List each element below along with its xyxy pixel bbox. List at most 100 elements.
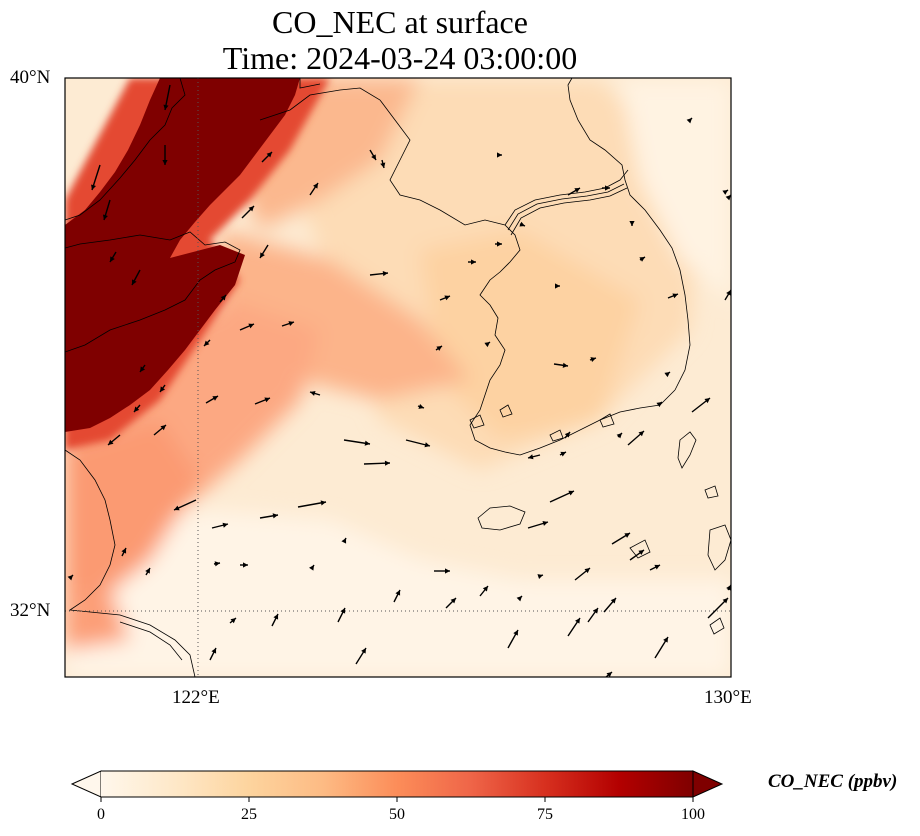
wind-arrow — [309, 390, 321, 396]
wind-vectors — [67, 84, 731, 677]
wind-arrow — [259, 513, 279, 519]
wind-arrow — [707, 597, 729, 619]
wind-arrow — [159, 384, 166, 393]
wind-arrow — [468, 259, 476, 265]
wind-arrow — [527, 454, 541, 460]
wind-arrow — [297, 500, 327, 508]
wind-arrow — [67, 574, 74, 581]
wind-arrow — [241, 205, 255, 219]
wind-arrow — [405, 439, 431, 448]
wind-arrow — [343, 439, 371, 446]
wind-arrow — [369, 270, 389, 277]
map-frame — [64, 77, 732, 678]
wind-arrow — [686, 117, 693, 124]
wind-arrow — [627, 430, 645, 446]
wind-arrow — [553, 362, 569, 368]
wind-arrow — [435, 345, 443, 351]
wind-arrow — [567, 617, 581, 637]
wind-arrow — [393, 589, 401, 603]
wind-arrow — [162, 145, 168, 165]
wind-arrow — [507, 629, 519, 649]
wind-arrow — [616, 432, 623, 439]
wind-arrow — [239, 323, 255, 331]
wind-arrow — [434, 568, 450, 574]
wind-arrow — [139, 364, 146, 373]
colorbar — [70, 770, 724, 802]
colorbar-tick-50: 50 — [389, 806, 405, 823]
wind-arrow — [309, 564, 315, 571]
colorbar-min-extend — [70, 770, 102, 798]
coastlines — [65, 78, 731, 677]
wind-arrow — [649, 564, 661, 571]
wind-arrow — [516, 595, 523, 602]
wind-arrow — [209, 647, 217, 661]
wind-arrow — [667, 293, 679, 299]
wind-arrow — [629, 549, 645, 561]
wind-arrow — [497, 152, 502, 158]
wind-arrow — [722, 189, 729, 195]
wind-arrow — [153, 424, 167, 436]
wind-arrow — [109, 251, 117, 263]
wind-arrow — [439, 295, 451, 301]
wind-arrow — [91, 164, 101, 191]
wind-arrow — [639, 256, 646, 262]
wind-arrow — [261, 151, 273, 163]
wind-arrow — [363, 460, 391, 466]
wind-arrow — [341, 537, 347, 544]
wind-arrow — [484, 341, 491, 348]
wind-arrow — [259, 244, 269, 259]
colorbar-gradient — [101, 771, 693, 797]
map-title: CO_NEC at surface — [272, 4, 528, 40]
wind-arrow — [479, 585, 489, 597]
wind-arrow — [213, 561, 221, 567]
wind-arrow — [611, 532, 631, 545]
wind-arrow — [567, 187, 581, 196]
wind-arrow — [664, 371, 671, 378]
colorbar-tick-100: 100 — [681, 806, 705, 823]
wind-arrow — [656, 401, 663, 408]
lon-label-130e: 130°E — [704, 687, 752, 708]
wind-arrow — [564, 431, 571, 439]
wind-arrow — [602, 185, 610, 191]
wind-arrow — [589, 357, 597, 363]
wind-arrow — [121, 547, 127, 557]
wind-arrow — [559, 451, 567, 457]
wind-arrow — [654, 636, 669, 659]
wind-arrow — [240, 562, 248, 568]
wind-arrow — [369, 149, 377, 161]
wind-arrow — [549, 490, 575, 503]
wind-arrow — [211, 522, 229, 529]
colorbar-tick-25: 25 — [241, 806, 257, 823]
wind-arrow — [445, 597, 457, 609]
wind-arrow — [254, 397, 271, 405]
wind-arrow — [587, 607, 599, 623]
colorbar-max-extend — [692, 770, 724, 798]
wind-arrow — [281, 321, 295, 327]
wind-arrow — [145, 567, 151, 576]
wind-arrow — [519, 221, 526, 227]
wind-arrow — [205, 395, 219, 404]
wind-arrow — [380, 159, 386, 169]
wind-arrow — [724, 289, 731, 301]
wind-arrow — [537, 574, 544, 580]
wind-arrow — [555, 283, 560, 289]
colorbar-tick-0: 0 — [97, 806, 105, 823]
wind-arrow — [309, 182, 319, 196]
wind-arrow — [605, 671, 613, 677]
wind-arrow — [163, 84, 171, 111]
wind-arrow — [131, 269, 141, 286]
wind-arrow — [219, 294, 227, 303]
wind-arrow — [203, 339, 211, 347]
wind-arrow — [355, 647, 367, 665]
wind-arrow — [229, 617, 237, 624]
wind-arrow — [495, 241, 502, 247]
lat-label-40n: 40°N — [10, 67, 51, 88]
wind-arrow — [173, 499, 197, 511]
colorbar-tick-75: 75 — [537, 806, 553, 823]
co-concentration-field — [65, 78, 731, 677]
map-time-subtitle: Time: 2024-03-24 03:00:00 — [222, 40, 578, 76]
wind-arrow — [603, 597, 617, 613]
wind-arrow — [527, 520, 549, 529]
colorbar-label: CO_NEC (ppbv) — [768, 771, 898, 792]
